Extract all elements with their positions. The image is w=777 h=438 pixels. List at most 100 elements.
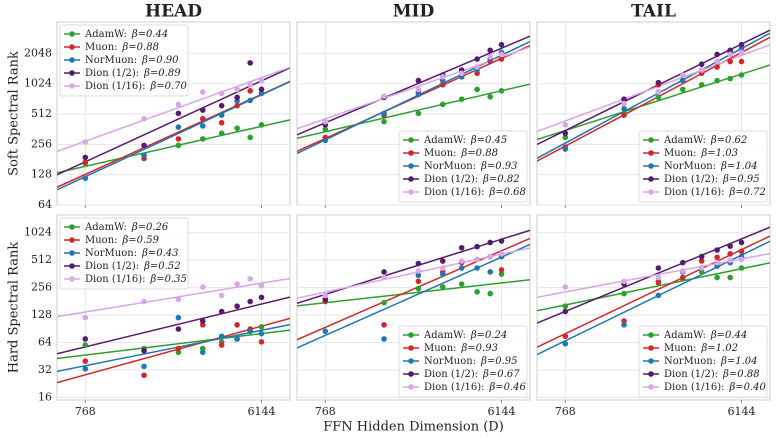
fit-line — [57, 277, 290, 318]
x-tick-label: 768 — [555, 405, 576, 418]
legend-name: Dion (1/2): — [85, 68, 139, 79]
point — [679, 72, 686, 78]
legend-marker — [408, 189, 414, 195]
point — [199, 284, 206, 290]
point — [562, 308, 569, 315]
legend-beta: β=0.44 — [710, 330, 747, 341]
point — [247, 97, 253, 104]
point — [655, 265, 662, 271]
legend-name: Dion (1/16): — [664, 382, 724, 393]
legend-label: NorMuon: β=1.04 — [664, 356, 758, 367]
x-axis-label: FFN Hidden Dimension (D) — [323, 420, 504, 435]
point — [247, 134, 253, 141]
point — [727, 274, 733, 281]
point — [498, 56, 505, 62]
point — [714, 77, 720, 84]
legend-label: Dion (1/2): β=0.95 — [664, 174, 760, 185]
legend-name: NorMuon: — [85, 248, 137, 259]
series-layer — [57, 275, 290, 384]
point — [415, 260, 422, 267]
point — [141, 298, 147, 305]
legend-beta: β=0.43 — [141, 248, 178, 259]
legend-name: Dion (1/2): — [85, 261, 139, 272]
legend-name: Dion (1/16): — [85, 274, 145, 285]
y-tick-label: 256 — [31, 137, 52, 150]
point — [381, 110, 387, 117]
legend-name: Dion (1/16): — [85, 81, 145, 92]
legend-label: NorMuon: β=0.93 — [424, 161, 518, 172]
legend-box — [59, 24, 189, 97]
legend-name: NorMuon: — [424, 356, 476, 367]
point — [258, 324, 265, 330]
legend-name: AdamW: — [84, 29, 127, 40]
legend-marker — [648, 332, 654, 338]
legend-label: Dion (1/16): β=0.68 — [424, 187, 526, 198]
legend-label: Dion (1/16): β=0.70 — [85, 81, 188, 92]
point — [415, 77, 422, 84]
point — [714, 259, 720, 266]
point — [439, 265, 446, 271]
y-axis-label: Soft Spectral Rank — [7, 51, 22, 176]
point — [458, 281, 465, 287]
panel-title: TAIL — [631, 2, 676, 22]
legend-beta: β=1.04 — [720, 356, 757, 367]
legend-name: Muon: — [85, 42, 118, 53]
point — [415, 86, 422, 93]
point — [738, 49, 745, 56]
panel: 768 6144 AdamW: β=0.44 Muon: β=1.02 NorMuon: β=… — [536, 214, 771, 418]
legend-name: Dion (1/16): — [664, 187, 724, 198]
point — [199, 349, 206, 356]
point — [487, 253, 493, 260]
panel-title: MID — [393, 2, 435, 22]
legend-name: AdamW: — [423, 135, 466, 146]
point — [141, 115, 147, 122]
legend-beta: β=0.26 — [131, 222, 169, 233]
panel: 768 6144 AdamW: β=0.24 Muon: β=0.93 NorMuon: β=… — [296, 214, 531, 418]
legend-box — [638, 325, 768, 398]
panel: 64 128 256 512 1024 2048 AdamW: β=0.44 Muon: β=0.… — [24, 21, 291, 211]
legend-marker — [69, 83, 75, 89]
x-tick-label: 768 — [315, 405, 336, 418]
fit-line — [57, 329, 290, 360]
legend-beta: β=0.24 — [470, 330, 507, 341]
point — [487, 53, 493, 60]
legend-marker — [408, 358, 414, 364]
legend-beta: β=0.90 — [141, 55, 179, 66]
legend-marker — [648, 163, 654, 169]
legend-beta: β=1.04 — [720, 161, 757, 172]
point — [199, 136, 206, 142]
point — [258, 90, 265, 97]
legend-beta: β=0.70 — [149, 81, 187, 92]
point — [474, 64, 480, 70]
fit-line — [297, 83, 530, 140]
point — [439, 101, 446, 108]
point — [82, 159, 89, 166]
legend-beta: β=0.52 — [143, 261, 180, 272]
series-layer — [537, 29, 770, 162]
legend-label: Dion (1/16): β=0.72 — [664, 187, 766, 198]
legend-beta: β=0.95 — [722, 174, 759, 185]
panel: 16 32 64 128 256 512 1024 768 6144 AdamW: β=0.26 Mu… — [24, 214, 291, 418]
point — [727, 243, 733, 249]
point — [234, 322, 240, 328]
point — [458, 265, 465, 271]
point — [498, 41, 505, 48]
legend-label: AdamW: β=0.24 — [423, 330, 507, 341]
point — [698, 67, 705, 73]
point — [247, 81, 253, 88]
legend-label: Dion (1/2): β=0.89 — [85, 68, 181, 79]
legend-marker — [408, 384, 414, 390]
series-layer — [537, 226, 770, 356]
y-tick-label: 512 — [31, 107, 52, 120]
legend-name: Dion (1/16): — [424, 382, 484, 393]
point — [322, 118, 329, 125]
x-tick-label: 6144 — [488, 405, 516, 418]
point — [234, 281, 240, 287]
point — [439, 258, 446, 264]
point — [258, 86, 265, 93]
point — [218, 90, 225, 97]
legend-box — [398, 130, 528, 203]
